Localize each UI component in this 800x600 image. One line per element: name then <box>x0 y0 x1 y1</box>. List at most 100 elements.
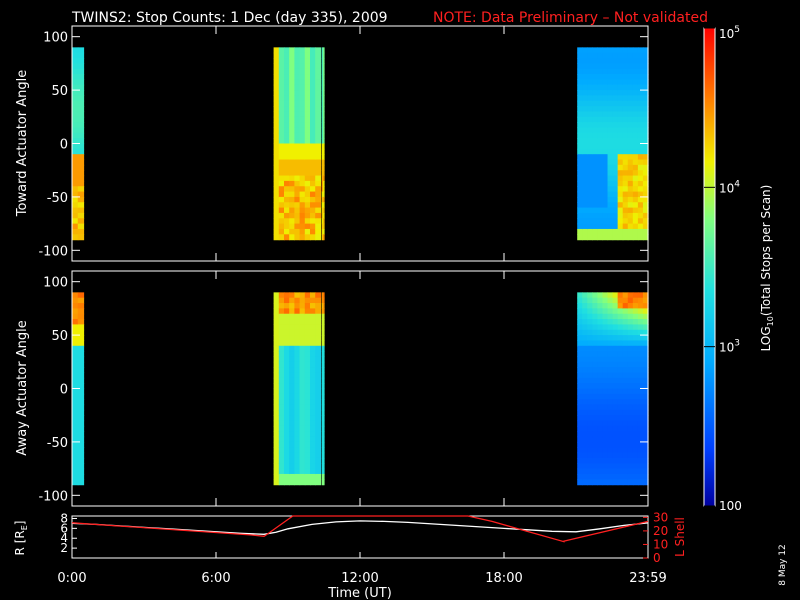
heatmap-cell <box>289 335 295 342</box>
heatmap-cell <box>617 420 624 427</box>
heatmap-cell <box>72 196 79 203</box>
heatmap-cell <box>627 399 634 406</box>
heatmap-cell <box>637 361 644 368</box>
heatmap-cell <box>607 180 614 187</box>
heatmap-cell <box>299 111 306 118</box>
heatmap-cell <box>77 148 85 155</box>
heatmap-cell <box>289 297 295 304</box>
heatmap-cell <box>597 356 604 363</box>
heatmap-cell <box>304 329 311 336</box>
heatmap-cell <box>310 340 316 347</box>
heatmap-cell <box>315 74 321 81</box>
heatmap-cell <box>310 372 316 379</box>
heatmap-cell <box>597 218 604 225</box>
heatmap-cell <box>289 106 295 113</box>
heatmap-cell <box>315 420 321 427</box>
heatmap-cell <box>607 431 614 438</box>
heatmap-cell <box>278 63 285 70</box>
heatmap-cell <box>77 106 85 113</box>
heatmap-cell <box>617 441 624 448</box>
heatmap-cell <box>289 303 295 309</box>
heatmap-cell <box>602 447 609 454</box>
heatmap-cell <box>273 148 280 155</box>
heatmap-cell <box>284 297 290 304</box>
heatmap-cell <box>582 457 588 464</box>
heatmap-cell <box>587 74 593 81</box>
heatmap-cell <box>321 297 324 304</box>
heatmap-cell <box>612 479 619 486</box>
heatmap-cell <box>322 425 325 432</box>
heatmap-cell <box>577 95 583 102</box>
heatmap-cell <box>72 180 79 187</box>
heatmap-cell <box>597 159 604 166</box>
heatmap-cell <box>77 436 85 443</box>
heatmap-cell <box>582 308 588 315</box>
heatmap-cell <box>582 388 588 395</box>
heatmap-cell <box>577 90 583 97</box>
heatmap-cell <box>284 452 290 459</box>
heatmap-cell <box>310 431 316 438</box>
heatmap-cell <box>622 127 629 134</box>
heatmap-cell <box>637 116 644 123</box>
heatmap-cell <box>582 180 588 187</box>
heatmap-cell <box>299 175 306 182</box>
heatmap-cell <box>304 116 311 123</box>
heatmap-cell <box>587 207 593 214</box>
heatmap-cell <box>310 122 316 129</box>
heatmap-cell <box>322 356 325 363</box>
heatmap-cell <box>278 479 285 486</box>
heatmap-cell <box>577 212 583 219</box>
heatmap-cell <box>602 468 609 475</box>
heatmap-cell <box>294 68 301 75</box>
heatmap-cell <box>637 223 644 230</box>
heatmap-cell <box>602 457 609 464</box>
heatmap-cell <box>77 63 85 70</box>
heatmap-cell <box>642 207 649 214</box>
heatmap-cell <box>284 420 290 427</box>
heatmap-cell <box>637 441 644 448</box>
heatmap-cell <box>72 159 79 166</box>
heatmap-cell <box>632 329 639 336</box>
y-tick-label: -50 <box>47 191 68 206</box>
heatmap-cell <box>304 100 311 107</box>
heatmap-cell <box>627 58 634 64</box>
heatmap-cell <box>577 447 583 454</box>
heatmap-cell <box>77 180 85 187</box>
heatmap-cell <box>284 473 290 480</box>
heatmap-cell <box>273 393 280 400</box>
heatmap-cell <box>597 457 604 464</box>
radius-tick-label: 6 <box>60 521 68 535</box>
heatmap-cell <box>72 143 79 150</box>
heatmap-cell <box>294 132 301 139</box>
heatmap-cell <box>622 351 629 358</box>
heatmap-cell <box>602 297 609 304</box>
heatmap-cell <box>322 180 325 187</box>
heatmap-cell <box>289 207 295 214</box>
heatmap-cell <box>273 212 280 219</box>
heatmap-cell <box>607 377 614 384</box>
heatmap-cell <box>322 415 325 422</box>
heatmap-cell <box>587 399 593 406</box>
heatmap-cell <box>278 345 285 352</box>
heatmap-cell <box>602 164 609 171</box>
heatmap-cell <box>622 447 629 454</box>
heatmap-cell <box>622 58 629 64</box>
heatmap-cell <box>602 122 609 129</box>
heatmap-cell <box>617 234 624 241</box>
heatmap-cell <box>642 415 649 422</box>
heatmap-cell <box>284 335 290 342</box>
heatmap-cell <box>322 319 325 326</box>
heatmap-cell <box>642 191 649 198</box>
heatmap-cell <box>602 154 609 161</box>
heatmap-cell <box>315 95 321 102</box>
heatmap-cell <box>72 420 79 427</box>
heatmap-cell <box>294 431 301 438</box>
heatmap-cell <box>284 393 290 400</box>
heatmap-cell <box>289 404 295 411</box>
heatmap-cell <box>294 441 301 448</box>
heatmap-cell <box>299 52 306 59</box>
heatmap-cell <box>577 473 583 480</box>
heatmap-cell <box>278 143 285 150</box>
heatmap-cell <box>587 95 593 102</box>
heatmap-cell <box>612 218 619 225</box>
